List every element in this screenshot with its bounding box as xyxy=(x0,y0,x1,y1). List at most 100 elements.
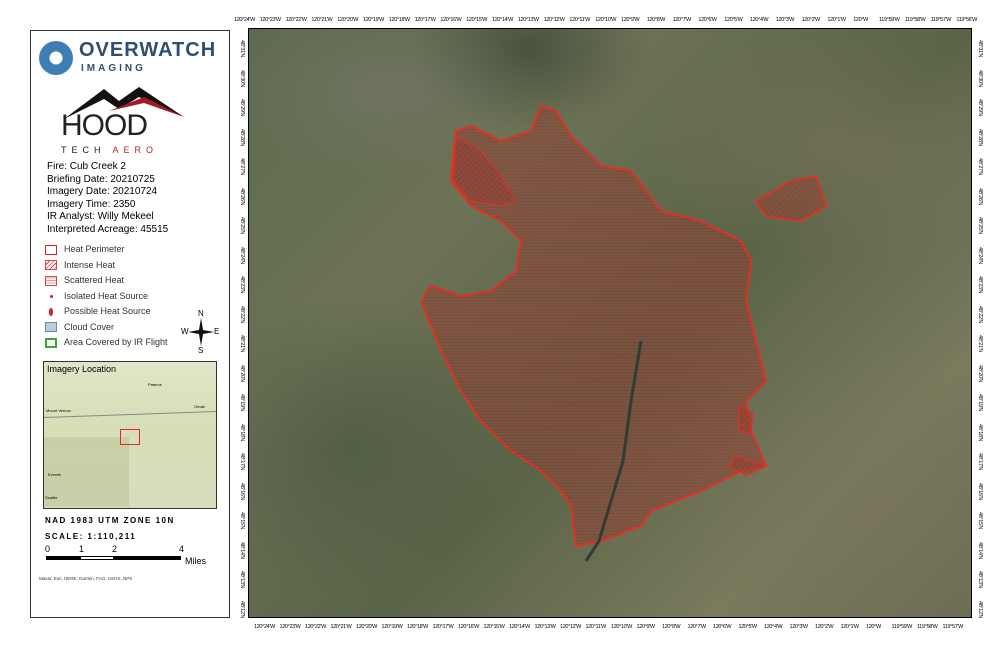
inset-place-label: Pateros xyxy=(148,382,162,387)
graticule-label: 48°24'N xyxy=(977,246,983,264)
satellite-map[interactable] xyxy=(248,28,972,618)
graticule-label: 120°14'W xyxy=(492,17,513,23)
inset-place-label: Mount Vernon xyxy=(46,408,71,413)
graticule-label: 120°9'W xyxy=(636,624,656,630)
graticule-label: 48°16'N xyxy=(239,482,245,500)
graticule-label: 120°15'W xyxy=(466,17,488,23)
graticule-label: 120°8'W xyxy=(646,17,666,23)
graticule-label: 120°19'W xyxy=(381,624,403,630)
legend-item: Heat Perimeter xyxy=(45,242,168,258)
overwatch-subtitle: IMAGING xyxy=(81,63,146,74)
graticule-label: 48°20'N xyxy=(239,364,245,382)
briefing-date: Briefing Date: 20210725 xyxy=(47,173,155,185)
hood-mountain-icon xyxy=(64,87,184,119)
graticule-label: 48°22'N xyxy=(977,305,983,323)
overwatch-logo: OVERWATCH IMAGING xyxy=(37,39,227,79)
graticule-label: 120°17'W xyxy=(432,624,454,630)
graticule-label: 48°14'N xyxy=(239,541,245,559)
intense-heat-swatch xyxy=(45,260,57,271)
graticule-label: 48°25'N xyxy=(239,217,245,235)
heat-perimeter-swatch xyxy=(45,244,57,255)
dot-icon xyxy=(45,291,57,301)
graticule-label: 48°30'N xyxy=(239,69,245,87)
graticule-label: 48°23'N xyxy=(977,276,983,294)
hood-logo-text: HOOD xyxy=(61,109,148,142)
fire-name: Fire: Cub Creek 2 xyxy=(47,161,126,172)
graticule-label: 48°28'N xyxy=(239,128,245,146)
graticule-label: 48°25'N xyxy=(977,217,983,235)
graticule-label: 48°21'N xyxy=(239,335,245,353)
graticule-label: 120°11'W xyxy=(585,624,607,630)
graticule-label: 120°12'W xyxy=(560,624,581,630)
graticule-label: 48°29'N xyxy=(977,99,983,117)
fire-overlay xyxy=(419,104,827,562)
interpreted-acreage: Interpreted Acreage: 45515 xyxy=(47,223,169,235)
graticule-label: 48°18'N xyxy=(239,423,245,441)
north-arrow-icon: N W E S xyxy=(181,309,220,355)
graticule-label: 48°31'N xyxy=(977,40,983,58)
legend-item: Scattered Heat xyxy=(45,273,168,289)
graticule-label: 120°12'W xyxy=(543,17,565,23)
graticule-label: 48°30'N xyxy=(977,69,983,87)
graticule-label: 120°7'W xyxy=(687,624,707,630)
graticule-label: 48°23'N xyxy=(239,276,245,294)
graticule-label: 119°57'W xyxy=(942,624,964,630)
graticule-label: 120°W xyxy=(866,624,881,630)
intense-heat-area xyxy=(452,135,517,207)
graticule-label: 119°57'W xyxy=(930,17,952,23)
graticule-label: 48°22'N xyxy=(239,305,245,323)
graticule-label: 48°27'N xyxy=(977,158,983,176)
graticule-label: 48°19'N xyxy=(977,394,983,412)
scale-bar: 0 1 2 4 Miles xyxy=(45,544,207,566)
graticule-label: 120°22'W xyxy=(305,624,326,630)
graticule-label: 120°23'W xyxy=(279,624,301,630)
inset-place-label: Everett xyxy=(48,472,61,477)
legend-item: Intense Heat xyxy=(45,258,168,274)
graticule-label: 120°10'W xyxy=(611,624,632,630)
graticule-label: 119°58'W xyxy=(917,624,938,630)
scattered-heat-swatch xyxy=(45,275,57,286)
graticule-label: 120°10'W xyxy=(595,17,617,23)
graticule-label: 120°24'W xyxy=(254,624,275,630)
basemap-credit: Maxar, Esri, HERE, Garmin, FAO, USGS, NP… xyxy=(39,576,133,581)
overwatch-title: OVERWATCH xyxy=(79,39,217,61)
graticule-label: 48°17'N xyxy=(977,453,983,471)
graticule-label: 48°16'N xyxy=(977,482,983,500)
inset-place-label: Omak xyxy=(194,404,205,409)
graticule-label: 120°22'W xyxy=(285,17,307,23)
graticule-label: 120°16'W xyxy=(458,624,479,630)
legend-item: Isolated Heat Source xyxy=(45,289,168,305)
imagery-time: Imagery Time: 2350 xyxy=(47,198,136,210)
inset-title: Imagery Location xyxy=(47,364,117,374)
graticule-label: 48°13'N xyxy=(977,571,983,589)
heat-perimeter xyxy=(754,175,827,222)
graticule-label: 48°29'N xyxy=(239,99,245,117)
graticule-label: 120°18'W xyxy=(388,17,410,23)
graticule-label: 120°8'W xyxy=(662,624,681,630)
graticule-label: 48°13'N xyxy=(239,571,245,589)
graticule-label: 48°12'N xyxy=(977,600,983,618)
graticule-label: 48°27'N xyxy=(239,158,245,176)
graticule-label: 120°7'W xyxy=(672,17,692,23)
graticule-label: 120°15'W xyxy=(483,624,505,630)
graticule-label: 120°1'W xyxy=(827,17,846,23)
graticule-label: 120°9'W xyxy=(621,17,640,23)
ir-analyst: IR Analyst: Willy Mekeel xyxy=(47,211,154,222)
graticule-label: 120°1'W xyxy=(840,624,860,630)
graticule-label: 120°16'W xyxy=(440,17,462,23)
legend-item: Cloud Cover xyxy=(45,320,168,336)
graticule-label: 120°14'W xyxy=(509,624,530,630)
graticule-label: 48°12'N xyxy=(239,600,245,618)
graticule-label: 48°26'N xyxy=(977,187,983,205)
graticule-label: 120°3'W xyxy=(789,624,809,630)
overwatch-aperture-icon xyxy=(39,41,73,75)
graticule-label: 120°5'W xyxy=(738,624,758,630)
inset-place-label: Seattle xyxy=(45,495,58,500)
graticule-label: 48°15'N xyxy=(239,512,245,530)
graticule-label: 48°26'N xyxy=(239,187,245,205)
graticule-label: 120°4'W xyxy=(750,17,769,23)
graticule-label: 119°58'W xyxy=(904,17,926,23)
imagery-extent-box xyxy=(120,429,140,445)
graticule-label: 48°17'N xyxy=(239,453,245,471)
legend-item: Possible Heat Source xyxy=(45,304,168,320)
